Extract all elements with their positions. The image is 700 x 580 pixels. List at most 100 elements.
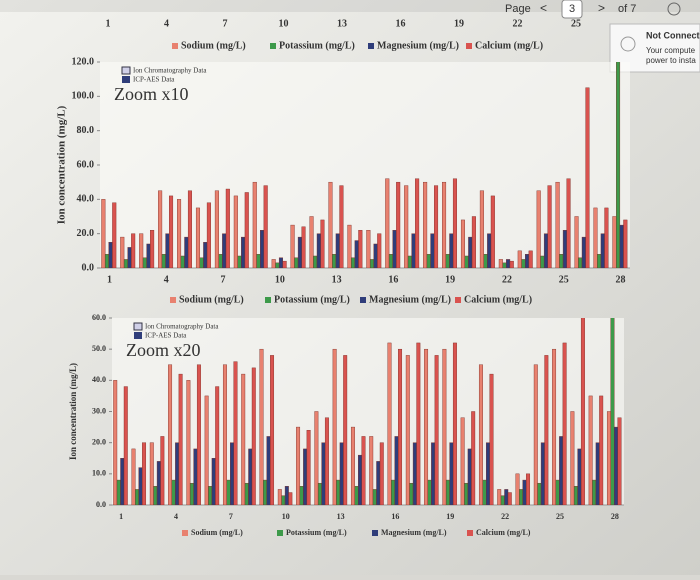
bar xyxy=(149,442,154,505)
bar xyxy=(275,262,280,268)
bar xyxy=(222,233,227,268)
x-tick-label: 1 xyxy=(119,512,123,521)
bar xyxy=(104,254,109,268)
legend-swatch xyxy=(172,43,178,49)
bar xyxy=(306,430,311,505)
bar xyxy=(468,236,473,268)
bar xyxy=(504,489,509,505)
legend-label: Sodium (mg/L) xyxy=(179,294,244,305)
next-page[interactable]: > xyxy=(598,1,605,15)
bar xyxy=(175,442,180,505)
legend-label: Potassium (mg/L) xyxy=(279,40,355,51)
bar xyxy=(260,230,265,268)
bar xyxy=(294,257,299,268)
bar xyxy=(101,199,106,268)
bar xyxy=(339,185,344,268)
y-axis-title: Ion concentration (mg/L) xyxy=(68,363,78,460)
charts: 1 4 7 10 13 16 19 22 25 Sodium (mg/L) Potassium (m… xyxy=(56,18,630,537)
bar xyxy=(195,207,200,268)
bar xyxy=(377,233,382,268)
bar xyxy=(478,364,483,505)
bar xyxy=(233,195,238,268)
bar xyxy=(135,489,139,505)
bar xyxy=(479,190,484,268)
bar xyxy=(324,417,329,505)
bar xyxy=(585,87,590,268)
bar xyxy=(486,442,490,505)
bar xyxy=(208,486,213,505)
y-tick-label: 40.0 xyxy=(77,194,95,205)
source-swatch xyxy=(134,332,142,339)
bar xyxy=(256,254,261,268)
bar xyxy=(449,442,454,505)
y-tick-label: 20.0 xyxy=(77,228,95,239)
bar xyxy=(449,233,454,268)
bar xyxy=(138,467,143,505)
page-number: 3 xyxy=(569,3,575,15)
bar xyxy=(244,192,249,268)
y-tick-label: 120.0 xyxy=(72,56,95,67)
bar xyxy=(158,190,163,268)
bar xyxy=(313,255,318,268)
bars xyxy=(101,62,628,268)
bar xyxy=(434,185,439,268)
prev-page[interactable]: < xyxy=(540,1,547,15)
bar xyxy=(404,185,409,268)
bar xyxy=(358,454,362,505)
bar xyxy=(537,482,542,505)
page-box[interactable] xyxy=(561,0,583,19)
x-tick-label: 10 xyxy=(275,274,285,285)
legend-label: Magnesium (mg/L) xyxy=(381,528,447,537)
bar xyxy=(290,224,295,268)
x-tick-label: 19 xyxy=(446,512,454,521)
bar xyxy=(222,364,227,505)
bar xyxy=(617,417,622,505)
bar xyxy=(369,259,374,268)
bar xyxy=(426,254,431,268)
y-tick-label: 50.0 xyxy=(92,344,106,353)
bar xyxy=(498,259,503,268)
y-tick-label: 100.0 xyxy=(72,91,95,102)
x-tick-label: 4 xyxy=(174,512,178,521)
bar xyxy=(396,181,401,268)
bar xyxy=(296,426,301,505)
bar xyxy=(335,233,340,268)
bar xyxy=(442,348,447,505)
bar xyxy=(424,348,429,505)
bar xyxy=(442,181,447,268)
bar xyxy=(350,426,355,505)
bar xyxy=(509,260,514,268)
refresh-icon[interactable] xyxy=(667,2,681,16)
bar xyxy=(218,254,223,268)
bar xyxy=(277,489,282,505)
bar xyxy=(156,461,161,505)
bar xyxy=(177,199,182,268)
bar xyxy=(588,395,593,505)
bar xyxy=(332,254,337,268)
legend-label: Magnesium (mg/L) xyxy=(369,294,451,305)
bar xyxy=(525,254,530,268)
x-tick-label: 28 xyxy=(616,274,626,285)
bar xyxy=(614,426,618,505)
bar xyxy=(372,489,377,505)
bar xyxy=(237,255,242,268)
bar xyxy=(500,495,505,505)
bar xyxy=(604,207,609,268)
bar xyxy=(562,230,567,268)
bar xyxy=(120,458,125,505)
bar xyxy=(559,254,564,268)
bar xyxy=(193,448,198,505)
x-tick-label: 10 xyxy=(282,512,290,521)
bar xyxy=(376,461,381,505)
bar xyxy=(562,342,567,505)
annotation: Zoom x20 xyxy=(126,340,201,360)
bar xyxy=(263,185,268,268)
legend-swatch xyxy=(277,530,283,536)
x-tick-label: 28 xyxy=(611,512,619,521)
x-tick-label: 13 xyxy=(337,512,345,521)
source-label: Ion Chromatography Data xyxy=(145,323,219,331)
legend-swatch xyxy=(270,43,276,49)
bar xyxy=(226,479,231,505)
bar xyxy=(120,236,125,268)
bar xyxy=(321,442,326,505)
